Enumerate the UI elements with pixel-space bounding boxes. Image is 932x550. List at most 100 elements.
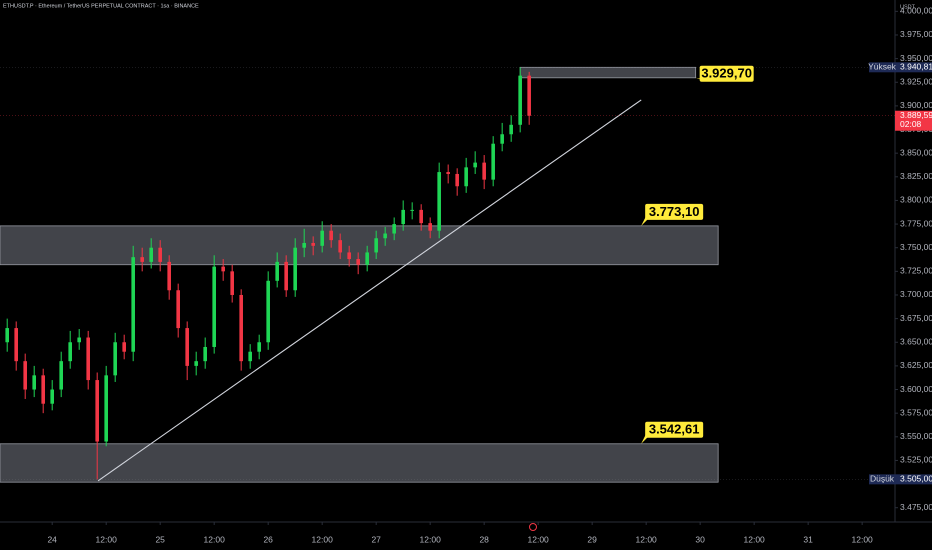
candle-body bbox=[428, 223, 432, 231]
candle bbox=[212, 255, 216, 354]
zone-label-box bbox=[645, 203, 704, 220]
candle-body bbox=[5, 328, 9, 343]
x-tick-label: 12:00 bbox=[204, 534, 226, 544]
candle-body bbox=[275, 261, 279, 281]
y-tick-label: 3.850,00 bbox=[900, 147, 932, 157]
candle-body bbox=[383, 233, 387, 239]
event-icon[interactable] bbox=[529, 523, 537, 531]
candle bbox=[41, 368, 45, 414]
candle bbox=[14, 321, 18, 371]
price-badge-label: 3.940,81 bbox=[900, 62, 932, 72]
candle bbox=[113, 332, 117, 382]
y-tick-label: 3.825,00 bbox=[900, 171, 932, 181]
x-tick-label: 12:00 bbox=[96, 534, 118, 544]
x-tick-label: 12:00 bbox=[852, 534, 874, 544]
candle-body bbox=[284, 261, 288, 291]
y-tick-label: 3.525,00 bbox=[900, 455, 932, 465]
candle bbox=[347, 245, 351, 267]
candle-body bbox=[437, 172, 441, 231]
candle bbox=[230, 264, 234, 303]
candle-body bbox=[293, 247, 297, 291]
candle bbox=[518, 67, 522, 133]
candle-body bbox=[401, 209, 405, 225]
candle bbox=[77, 329, 81, 350]
candle-body bbox=[500, 134, 504, 144]
candle bbox=[248, 344, 252, 369]
candle bbox=[185, 321, 189, 381]
candle bbox=[311, 236, 315, 256]
candle bbox=[194, 351, 198, 376]
candle bbox=[455, 168, 459, 196]
price-badge-label: 3.505,00 bbox=[900, 474, 932, 484]
candle-body bbox=[140, 257, 144, 262]
candle bbox=[482, 155, 486, 190]
candle-body bbox=[86, 337, 90, 381]
candle-body bbox=[185, 328, 189, 366]
candle-body bbox=[410, 209, 414, 211]
candle bbox=[464, 157, 468, 193]
candle bbox=[509, 115, 513, 142]
candle bbox=[320, 221, 324, 253]
y-tick-label: 3.800,00 bbox=[900, 195, 932, 205]
price-badge bbox=[895, 110, 932, 131]
candle bbox=[221, 259, 225, 281]
candle-body bbox=[59, 361, 63, 390]
y-tick-label: 3.475,00 bbox=[900, 502, 932, 512]
candle-body bbox=[32, 375, 36, 390]
price-badge bbox=[895, 474, 932, 485]
x-tick-label: 12:00 bbox=[744, 534, 766, 544]
candle bbox=[338, 233, 342, 260]
x-tick-label: 24 bbox=[47, 534, 57, 544]
candle bbox=[527, 71, 531, 125]
x-tick-label: 31 bbox=[803, 534, 813, 544]
candle-body bbox=[338, 240, 342, 253]
candle bbox=[293, 238, 297, 297]
candle-body bbox=[248, 351, 252, 362]
candle bbox=[59, 351, 63, 398]
candle-body bbox=[68, 342, 72, 362]
candle-body bbox=[176, 290, 180, 329]
price-badge-label: 3.889,59 bbox=[900, 110, 932, 120]
candle bbox=[23, 353, 27, 399]
y-tick-label: 3.650,00 bbox=[900, 337, 932, 347]
candle-body bbox=[14, 328, 18, 362]
candle bbox=[86, 330, 90, 390]
candle-body bbox=[347, 252, 351, 260]
x-tick-label: 28 bbox=[479, 534, 489, 544]
candle bbox=[446, 164, 450, 184]
candle bbox=[392, 217, 396, 241]
candle bbox=[410, 202, 414, 220]
candle bbox=[158, 240, 162, 272]
price-name-label: Düşük bbox=[870, 474, 895, 484]
zone-label: 3.929,70 bbox=[701, 66, 752, 81]
candle-body bbox=[266, 280, 270, 343]
candle-body bbox=[221, 266, 225, 272]
candle bbox=[266, 271, 270, 350]
trendline bbox=[97, 99, 642, 482]
price-name-badge bbox=[869, 62, 895, 73]
candle bbox=[437, 162, 441, 239]
candle-body bbox=[455, 173, 459, 187]
candle bbox=[383, 226, 387, 246]
chart-title: ETHUSDT.P · Ethereum / TetherUS PERPETUA… bbox=[3, 3, 199, 9]
candle-body bbox=[104, 375, 108, 442]
candle bbox=[365, 245, 369, 272]
zone-label: 3.542,61 bbox=[649, 422, 700, 437]
candle bbox=[5, 318, 9, 352]
candle bbox=[104, 365, 108, 447]
candle-body bbox=[302, 242, 306, 248]
candle bbox=[203, 337, 207, 369]
candle bbox=[176, 283, 180, 338]
y-tick-label: 3.925,00 bbox=[900, 77, 932, 87]
candle bbox=[329, 224, 333, 248]
y-tick-label: 3.550,00 bbox=[900, 431, 932, 441]
candle-body bbox=[203, 346, 207, 362]
y-tick-label: 3.750,00 bbox=[900, 242, 932, 252]
zone-label-box bbox=[645, 421, 704, 438]
candle-body bbox=[482, 162, 486, 180]
candle bbox=[50, 380, 54, 411]
candle-body bbox=[41, 375, 45, 404]
x-tick-label: 27 bbox=[371, 534, 381, 544]
